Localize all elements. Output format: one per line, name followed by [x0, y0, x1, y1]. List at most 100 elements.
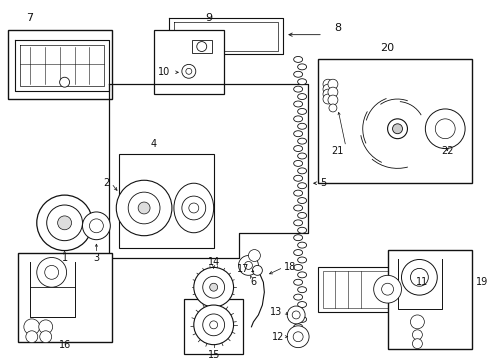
Circle shape [238, 256, 258, 275]
Bar [317, 267, 411, 312]
Circle shape [293, 332, 303, 342]
Circle shape [323, 89, 332, 99]
Ellipse shape [297, 316, 306, 322]
Circle shape [193, 267, 233, 307]
Text: 2: 2 [103, 178, 109, 188]
Text: 5: 5 [319, 178, 325, 188]
Bar [18, 253, 112, 342]
Text: 13: 13 [269, 307, 282, 317]
Text: 10: 10 [158, 67, 170, 77]
Ellipse shape [297, 287, 306, 293]
Circle shape [373, 275, 401, 303]
Circle shape [209, 283, 217, 291]
Ellipse shape [297, 183, 306, 189]
Bar [154, 30, 223, 94]
Ellipse shape [297, 198, 306, 203]
Ellipse shape [297, 212, 306, 219]
Text: 12: 12 [271, 332, 284, 342]
Ellipse shape [297, 123, 306, 129]
Text: 22: 22 [440, 145, 452, 156]
Ellipse shape [297, 168, 306, 174]
Bar [119, 153, 213, 248]
Bar [323, 271, 407, 308]
Text: 9: 9 [205, 13, 212, 23]
Circle shape [248, 249, 260, 261]
Text: 11: 11 [415, 277, 427, 287]
Ellipse shape [293, 249, 302, 256]
Ellipse shape [293, 116, 302, 122]
Circle shape [196, 42, 206, 51]
Circle shape [252, 265, 262, 275]
Ellipse shape [293, 279, 302, 285]
Ellipse shape [293, 265, 302, 270]
Ellipse shape [297, 257, 306, 263]
Circle shape [193, 305, 233, 345]
Circle shape [82, 212, 110, 240]
Ellipse shape [293, 101, 302, 107]
Circle shape [37, 257, 66, 287]
Circle shape [292, 311, 300, 319]
Circle shape [128, 192, 160, 224]
Text: 6: 6 [250, 277, 256, 287]
Circle shape [327, 95, 337, 105]
Text: 21: 21 [331, 145, 344, 156]
Circle shape [89, 219, 103, 233]
Ellipse shape [297, 227, 306, 233]
Circle shape [409, 315, 424, 329]
Text: 4: 4 [151, 139, 157, 149]
Bar [317, 59, 471, 183]
Bar [183, 299, 243, 354]
Circle shape [188, 203, 198, 213]
Ellipse shape [297, 79, 306, 85]
Ellipse shape [293, 294, 302, 300]
Circle shape [327, 87, 337, 97]
Circle shape [387, 119, 407, 139]
Circle shape [381, 283, 393, 295]
Ellipse shape [293, 205, 302, 211]
Ellipse shape [293, 175, 302, 181]
Circle shape [47, 205, 82, 241]
Ellipse shape [293, 145, 302, 152]
Text: 17: 17 [237, 264, 249, 274]
Circle shape [286, 326, 308, 348]
Bar [8, 30, 112, 99]
Bar [387, 249, 471, 348]
Circle shape [138, 202, 150, 214]
Text: 16: 16 [59, 339, 71, 350]
Circle shape [24, 319, 40, 335]
Ellipse shape [293, 190, 302, 196]
Text: 7: 7 [26, 13, 33, 23]
Ellipse shape [293, 86, 302, 92]
Ellipse shape [293, 235, 302, 241]
Ellipse shape [297, 331, 306, 337]
Bar [191, 40, 211, 54]
Circle shape [286, 306, 305, 324]
Text: 1: 1 [61, 252, 67, 262]
Circle shape [60, 77, 69, 87]
Text: 19: 19 [475, 277, 487, 287]
Circle shape [203, 314, 224, 336]
Ellipse shape [293, 131, 302, 137]
Circle shape [203, 276, 224, 298]
Circle shape [40, 331, 52, 343]
Text: 14: 14 [207, 257, 219, 267]
Circle shape [323, 94, 332, 104]
Circle shape [185, 68, 191, 74]
Ellipse shape [293, 161, 302, 166]
Circle shape [401, 260, 436, 295]
Circle shape [44, 265, 59, 279]
Ellipse shape [297, 94, 306, 99]
Circle shape [244, 261, 252, 269]
Ellipse shape [297, 138, 306, 144]
Circle shape [37, 195, 92, 251]
Circle shape [327, 79, 337, 89]
Text: 18: 18 [284, 262, 296, 273]
Text: 8: 8 [334, 23, 341, 33]
Ellipse shape [297, 302, 306, 307]
Circle shape [411, 330, 422, 340]
Circle shape [182, 64, 195, 78]
Circle shape [328, 104, 336, 112]
Text: 3: 3 [93, 252, 99, 262]
Ellipse shape [297, 153, 306, 159]
Ellipse shape [297, 242, 306, 248]
